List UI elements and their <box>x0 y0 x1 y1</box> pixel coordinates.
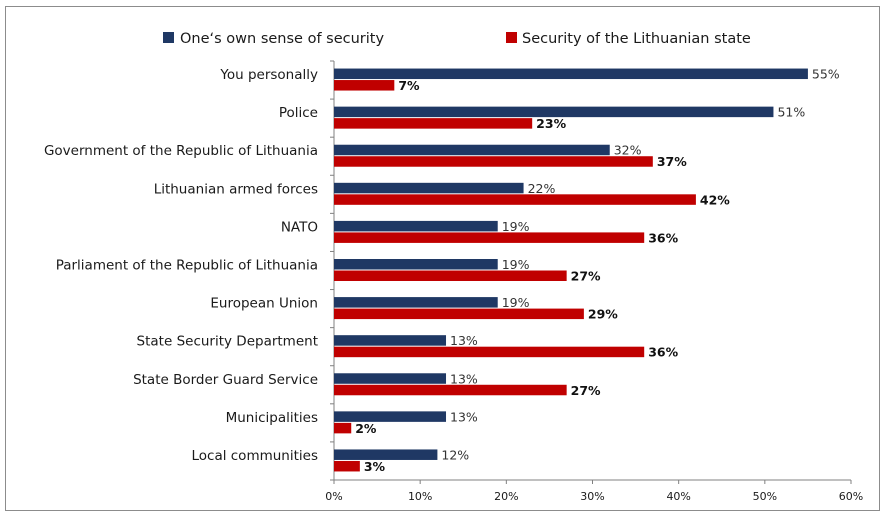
category-label: Municipalities <box>226 410 318 426</box>
bar-series-1 <box>334 384 567 396</box>
legend: One‘s own sense of security Security of … <box>163 31 751 47</box>
data-label-series-1: 7% <box>398 78 420 93</box>
data-label-series-0: 19% <box>502 257 530 272</box>
data-label-series-0: 19% <box>502 295 530 310</box>
labels: You personally Police Government of the Re… <box>44 67 840 474</box>
data-label-series-0: 13% <box>450 333 478 348</box>
data-label-series-1: 36% <box>648 230 678 245</box>
bar-series-1 <box>334 118 533 129</box>
data-label-series-1: 29% <box>588 307 618 322</box>
data-label-series-1: 42% <box>700 192 730 207</box>
bar-series-1 <box>334 156 653 167</box>
bar-series-0 <box>334 106 774 118</box>
bar-series-0 <box>334 297 498 308</box>
data-label-series-1: 27% <box>571 269 601 284</box>
x-tick-label: 60% <box>839 490 863 503</box>
axes: 0% 10% 20% 30% 40% 50% 60% <box>325 60 863 503</box>
bar-series-1 <box>334 422 352 434</box>
bar-series-1 <box>334 346 645 358</box>
bar-series-0 <box>334 373 447 384</box>
data-label-series-0: 19% <box>502 219 530 234</box>
data-label-series-1: 3% <box>364 459 386 474</box>
x-tick-label: 0% <box>325 490 342 503</box>
data-label-series-0: 13% <box>450 371 478 386</box>
data-label-series-1: 36% <box>648 345 678 360</box>
data-label-series-1: 2% <box>355 421 377 436</box>
data-label-series-0: 32% <box>614 143 642 158</box>
category-label: Local communities <box>191 448 318 464</box>
data-label-series-1: 23% <box>536 116 566 131</box>
category-label: Police <box>279 105 318 121</box>
bar-series-1 <box>334 270 567 281</box>
category-label: NATO <box>281 219 318 235</box>
category-label: Lithuanian armed forces <box>154 181 318 197</box>
bar-series-0 <box>334 182 524 194</box>
bar-series-0 <box>334 220 498 232</box>
bar-series-0 <box>334 411 447 422</box>
category-label: European Union <box>210 296 318 312</box>
bar-series-1 <box>334 308 584 320</box>
category-label: State Border Guard Service <box>133 372 318 388</box>
bar-series-1 <box>334 460 360 472</box>
data-label-series-0: 51% <box>777 105 805 120</box>
chart-frame <box>5 6 880 511</box>
bar-series-0 <box>334 144 610 156</box>
bar-series-1 <box>334 194 696 205</box>
data-label-series-0: 12% <box>441 447 469 462</box>
legend-swatch-series-1 <box>506 32 517 43</box>
x-tick-label: 20% <box>494 490 518 503</box>
category-label: Government of the Republic of Lithuania <box>44 143 318 159</box>
x-tick-label: 30% <box>580 490 604 503</box>
bar-series-1 <box>334 232 645 243</box>
data-label-series-1: 37% <box>657 154 687 169</box>
x-tick-label: 50% <box>753 490 777 503</box>
bar-series-0 <box>334 335 447 346</box>
bars <box>334 68 808 472</box>
bar-series-0 <box>334 68 808 80</box>
bar-series-0 <box>334 449 438 460</box>
legend-label-series-0: One‘s own sense of security <box>180 31 384 47</box>
data-label-series-0: 55% <box>812 67 840 82</box>
legend-label-series-1: Security of the Lithuanian state <box>522 31 751 47</box>
data-label-series-1: 27% <box>571 383 601 398</box>
category-label: State Security Department <box>137 334 318 350</box>
category-label: Parliament of the Republic of Lithuania <box>56 258 318 274</box>
category-label: You personally <box>219 67 318 83</box>
data-label-series-0: 13% <box>450 409 478 424</box>
bar-series-0 <box>334 259 498 270</box>
x-tick-label: 40% <box>666 490 690 503</box>
data-label-series-0: 22% <box>528 181 556 196</box>
x-tick-label: 10% <box>408 490 432 503</box>
legend-swatch-series-0 <box>163 32 174 43</box>
bar-series-1 <box>334 80 395 91</box>
